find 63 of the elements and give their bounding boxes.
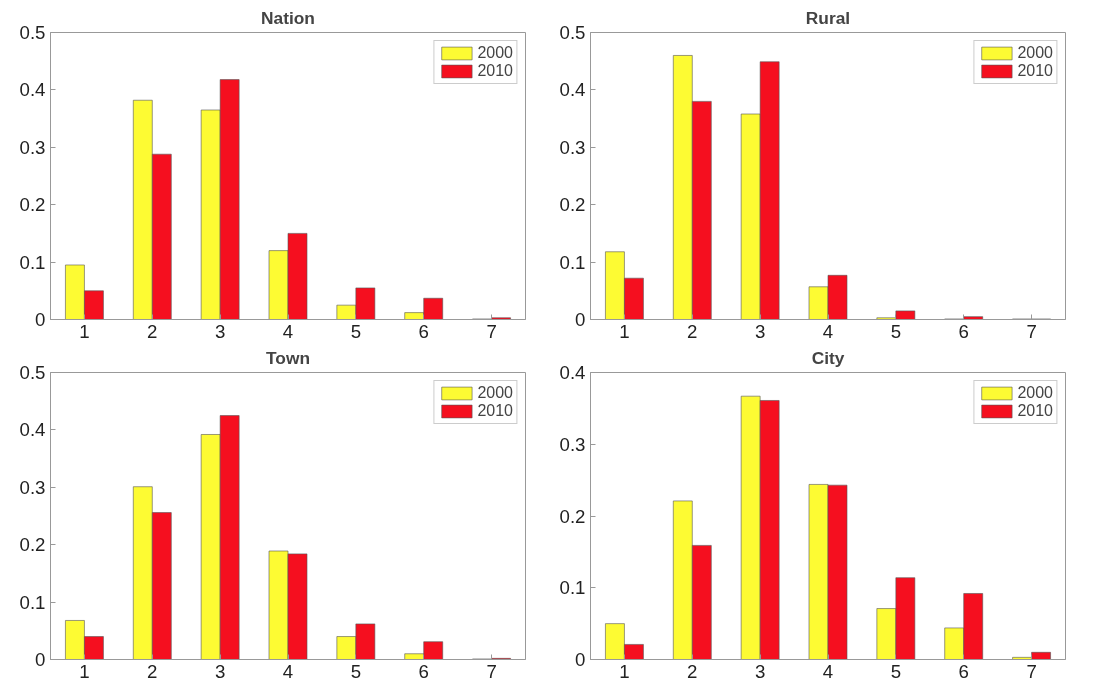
y-tick-label: 0.1: [559, 577, 586, 599]
chart-title: City: [811, 347, 845, 368]
x-tick-label: 1: [619, 660, 630, 682]
y-tick-label: 0.3: [559, 433, 586, 455]
x-tick-label: 6: [418, 660, 429, 682]
x-tick-label: 3: [214, 320, 226, 342]
y-tick-label: 0.5: [559, 22, 586, 43]
y-tick-label: 0: [575, 649, 586, 670]
y-tick-label: 0.3: [19, 136, 46, 158]
x-tick-label: 3: [214, 660, 226, 682]
legend-label: 2000: [477, 44, 513, 62]
x-tick-label: 4: [282, 320, 294, 342]
x-tick-label: 3: [754, 320, 766, 342]
x-tick-label: 4: [822, 660, 834, 682]
y-tick-label: 0.3: [19, 476, 46, 498]
legend-label: 2010: [1017, 402, 1053, 420]
x-tick-label: 3: [754, 660, 766, 682]
x-tick-label: 2: [147, 660, 158, 682]
y-tick-label: 0.2: [19, 194, 46, 216]
y-tick-label: 0: [35, 309, 46, 330]
legend-label: 2010: [1017, 62, 1053, 80]
x-tick-label: 7: [486, 320, 497, 342]
x-tick-label: 4: [822, 320, 834, 342]
x-tick-label: 6: [958, 320, 969, 342]
y-tick-label: 0.4: [559, 79, 586, 101]
legend-label: 2010: [477, 402, 513, 420]
x-tick-label: 1: [79, 320, 90, 342]
x-tick-label: 2: [147, 320, 158, 342]
x-tick-label: 5: [890, 320, 902, 342]
x-tick-label: 1: [79, 660, 90, 682]
y-tick-label: 0.2: [559, 194, 586, 216]
y-tick-label: 0.5: [19, 362, 46, 383]
x-tick-label: 5: [350, 320, 362, 342]
chart-title: Town: [266, 347, 310, 368]
legend-label: 2000: [477, 384, 513, 402]
x-tick-label: 6: [418, 320, 429, 342]
y-tick-label: 0.4: [19, 79, 46, 101]
x-tick-label: 5: [350, 660, 362, 682]
y-tick-label: 0: [35, 649, 46, 670]
chart-title: Rural: [805, 7, 851, 28]
y-tick-label: 0.4: [19, 419, 46, 441]
x-tick-label: 7: [1026, 320, 1037, 342]
chart-title: Nation: [261, 7, 315, 28]
x-tick-label: 4: [282, 660, 294, 682]
x-tick-label: 7: [486, 660, 497, 682]
x-tick-label: 7: [1026, 660, 1037, 682]
x-tick-label: 2: [687, 320, 698, 342]
y-tick-label: 0.3: [559, 136, 586, 158]
y-tick-label: 0.5: [19, 22, 46, 43]
y-tick-label: 0.2: [559, 505, 586, 527]
x-tick-label: 1: [619, 320, 630, 342]
legend-label: 2010: [477, 62, 513, 80]
legend-label: 2000: [1017, 384, 1053, 402]
y-tick-label: 0.1: [19, 251, 46, 273]
y-tick-label: 0: [575, 309, 586, 330]
x-tick-label: 6: [958, 660, 969, 682]
legend-label: 2000: [1017, 44, 1053, 62]
y-tick-label: 0.2: [19, 534, 46, 556]
y-tick-label: 0.4: [559, 362, 586, 383]
x-tick-label: 5: [890, 660, 902, 682]
x-tick-label: 2: [687, 660, 698, 682]
y-tick-label: 0.1: [19, 591, 46, 613]
y-tick-label: 0.1: [559, 251, 586, 273]
